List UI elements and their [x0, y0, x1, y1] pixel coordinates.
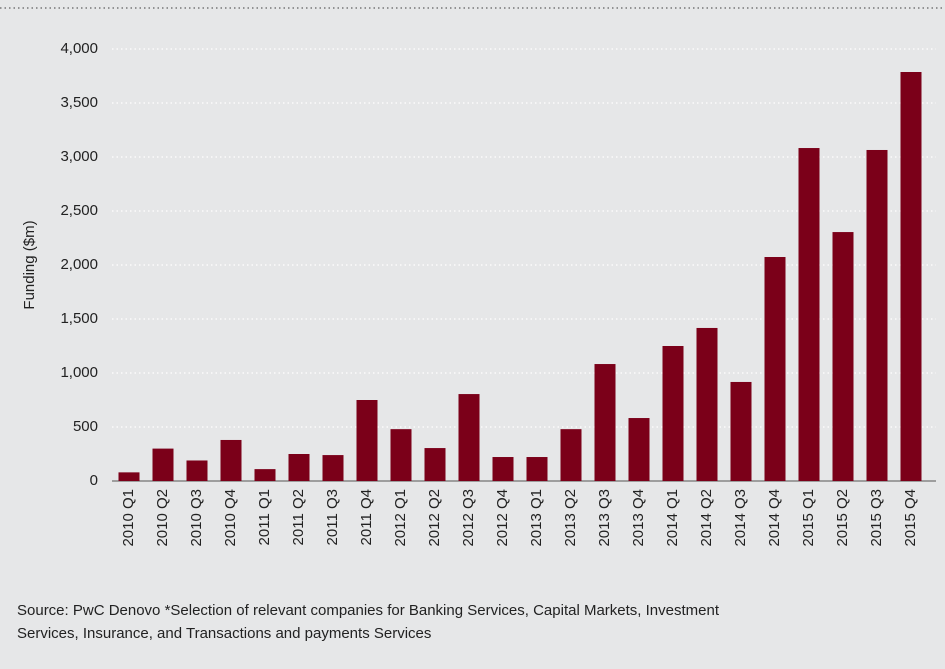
x-tick-label: 2012 Q4: [494, 489, 511, 547]
bar: [288, 454, 310, 481]
bar: [356, 400, 378, 481]
x-tick-label: 2014 Q3: [732, 489, 749, 547]
x-tick-label: 2012 Q3: [460, 489, 477, 547]
x-tick-label: 2010 Q4: [222, 489, 239, 547]
bar: [458, 394, 480, 481]
x-tick-label: 2015 Q2: [834, 489, 851, 547]
bar: [764, 257, 786, 481]
x-tick-label: 2013 Q2: [562, 489, 579, 547]
bar: [322, 455, 344, 481]
x-tick-label: 2011 Q3: [324, 489, 341, 545]
x-tick-label: 2013 Q1: [528, 489, 545, 547]
y-tick-label: 4,000: [60, 40, 98, 57]
x-tick-label: 2015 Q1: [800, 489, 817, 547]
y-tick-label: 1,000: [60, 364, 98, 381]
bar: [186, 460, 208, 481]
y-tick-label: 2,500: [60, 202, 98, 219]
bar: [730, 381, 752, 481]
x-tick-label: 2014 Q1: [664, 489, 681, 547]
x-tick-label: 2011 Q2: [290, 489, 307, 545]
bar: [594, 364, 616, 481]
y-tick-label: 500: [73, 418, 98, 435]
bar: [254, 469, 276, 481]
y-axis-label: Funding ($m): [21, 220, 38, 309]
bar: [220, 439, 242, 481]
bar: [492, 457, 514, 481]
x-tick-label: 2010 Q1: [120, 489, 137, 547]
bar: [424, 448, 446, 481]
bar: [900, 72, 922, 481]
x-tick-label: 2012 Q2: [426, 489, 443, 547]
y-tick-label: 3,500: [60, 94, 98, 111]
bar: [628, 418, 650, 481]
bar: [832, 232, 854, 481]
bar: [390, 429, 412, 481]
y-tick-label: 3,000: [60, 148, 98, 165]
bar: [798, 148, 820, 481]
y-tick-label: 2,000: [60, 256, 98, 273]
x-tick-label: 2012 Q1: [392, 489, 409, 547]
x-tick-label: 2011 Q1: [256, 489, 273, 545]
bar: [152, 448, 174, 481]
x-tick-label: 2015 Q3: [868, 489, 885, 547]
x-tick-label: 2015 Q4: [902, 489, 919, 547]
source-line: Services, Insurance, and Transactions an…: [17, 625, 431, 642]
bar: [696, 327, 718, 481]
y-tick-label: 1,500: [60, 310, 98, 327]
x-tick-label: 2014 Q4: [766, 489, 783, 547]
bar: [866, 149, 888, 482]
bar: [118, 472, 140, 481]
bar: [662, 346, 684, 481]
x-tick-label: 2014 Q2: [698, 489, 715, 547]
y-tick-label: 0: [90, 472, 98, 489]
x-tick-label: 2010 Q3: [188, 489, 205, 547]
x-tick-label: 2013 Q4: [630, 489, 647, 547]
x-tick-label: 2011 Q4: [358, 489, 375, 545]
x-tick-label: 2010 Q2: [154, 489, 171, 547]
bar: [560, 429, 582, 481]
bar: [526, 457, 548, 481]
x-tick-label: 2013 Q3: [596, 489, 613, 547]
source-line: Source: PwC Denovo *Selection of relevan…: [17, 602, 720, 619]
